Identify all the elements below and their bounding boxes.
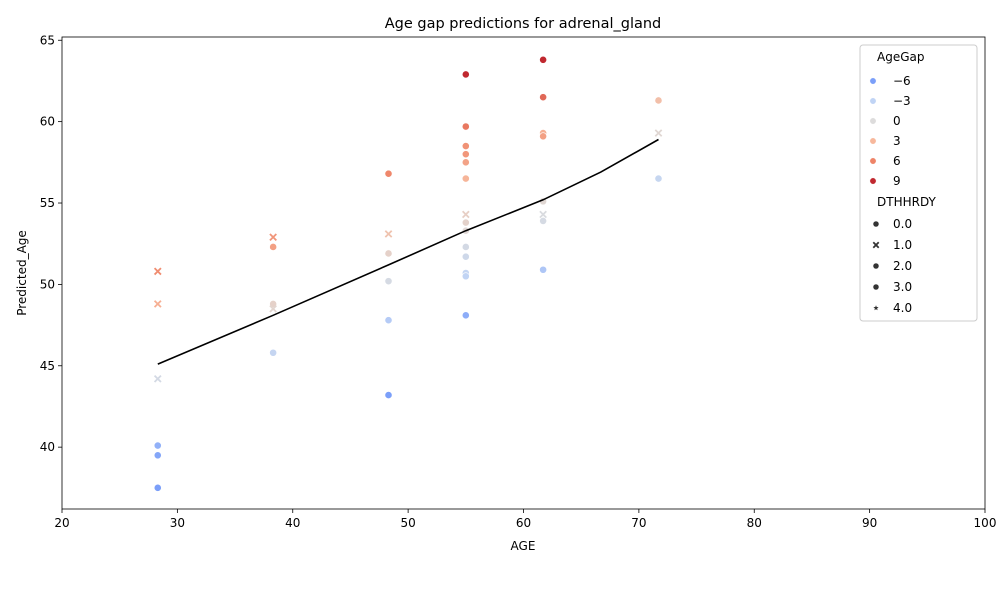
legend-style-marker [872,241,880,249]
legend-hue-label: −6 [893,74,911,88]
data-point [269,243,278,251]
legend-hue-label: −3 [893,94,911,108]
legend-style-label: 3.0 [893,280,912,294]
legend-hue-label: 6 [893,154,901,168]
data-point [539,265,548,274]
data-point [461,142,470,150]
data-point [269,348,278,357]
legend: AgeGap −6 −3 0 3 6 9 DTHHRDY 0.0 1.0 2.0 3.0 4.0 [859,44,978,322]
data-point [153,374,162,383]
data-point [384,249,393,258]
data-point [539,93,548,102]
legend-style-title: DTHHRDY [877,195,937,209]
y-axis: 40 45 50 55 60 65 [40,33,62,454]
data-point [461,272,470,281]
x-axis-label: AGE [511,539,536,553]
legend-hue-marker [869,157,877,165]
data-point [461,218,470,227]
data-point [539,210,547,219]
y-tick-label: 50 [40,277,55,291]
data-point [461,174,470,183]
points-layer [153,55,663,492]
legend-style-marker [872,262,880,270]
legend-hue-marker [869,97,877,105]
data-point [269,300,278,308]
x-tick-label: 70 [631,516,646,530]
legend-hue-marker [869,77,877,85]
data-point [384,169,393,178]
data-point [461,150,470,159]
legend-style-label: 4.0 [893,301,912,315]
data-point [153,441,162,450]
x-tick-label: 80 [747,516,762,530]
data-point [384,277,393,286]
data-point [654,129,663,137]
y-tick-label: 55 [40,196,55,210]
y-tick-label: 60 [40,115,55,129]
x-axis: 20 30 40 50 60 70 80 90 100 [54,509,996,530]
y-tick-label: 65 [40,33,55,47]
chart-title: Age gap predictions for adrenal_gland [385,16,662,32]
data-point [461,158,470,167]
plot-area [62,37,985,509]
data-point [153,300,162,308]
data-point [654,174,663,183]
data-point [461,70,470,79]
trend-layer [157,138,659,365]
trend-line [157,138,659,365]
legend-hue-marker [869,137,877,145]
legend-hue-label: 3 [893,134,901,148]
data-point [654,96,663,105]
legend-style-label: 2.0 [893,259,912,273]
legend-hue-title: AgeGap [877,50,924,64]
data-point [461,210,470,219]
x-tick-label: 50 [400,516,415,530]
data-point [153,483,162,492]
data-point [153,451,162,460]
data-point [269,233,277,242]
legend-style-marker [872,220,880,228]
legend-hue-marker [869,117,877,125]
y-tick-label: 40 [40,440,55,454]
data-point [461,252,470,261]
data-point [539,217,548,225]
x-tick-label: 20 [54,516,69,530]
data-point [269,304,277,313]
legend-hue-label: 9 [893,174,901,188]
data-point [384,391,393,399]
data-point [461,311,470,320]
x-tick-label: 30 [170,516,185,530]
y-axis-label: Predicted_Age [15,230,29,316]
legend-style-marker [872,283,880,291]
data-point [153,267,162,276]
data-point [461,243,470,251]
x-tick-label: 40 [285,516,300,530]
data-point [539,132,548,141]
legend-style-marker [873,305,879,311]
x-tick-label: 100 [974,516,997,530]
data-point [461,122,470,131]
legend-hue-marker [869,177,877,185]
data-point [539,55,548,64]
data-point [384,316,393,325]
legend-style-label: 0.0 [893,217,912,231]
legend-box [859,44,978,322]
y-tick-label: 45 [40,359,55,373]
data-point [384,230,393,238]
legend-hue-label: 0 [893,114,901,128]
x-tick-label: 90 [862,516,877,530]
legend-style-label: 1.0 [893,238,912,252]
x-tick-label: 60 [516,516,531,530]
